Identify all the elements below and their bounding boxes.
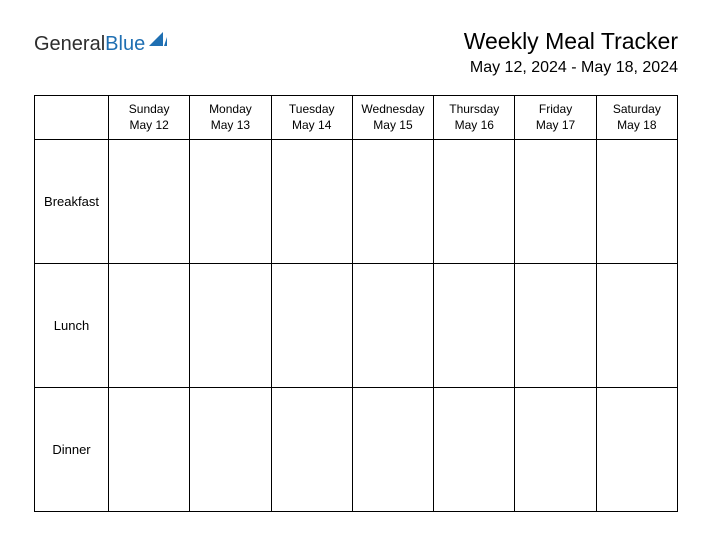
day-head-sunday: Sunday May 12 [109,96,190,140]
meal-cell[interactable] [352,264,433,388]
day-date: May 16 [436,118,512,134]
meal-cell[interactable] [596,264,677,388]
meal-label-breakfast: Breakfast [35,140,109,264]
meal-cell[interactable] [434,140,515,264]
meal-cell[interactable] [434,388,515,512]
day-name: Saturday [599,102,675,118]
meal-label-dinner: Dinner [35,388,109,512]
meal-cell[interactable] [596,140,677,264]
table-corner-cell [35,96,109,140]
day-head-monday: Monday May 13 [190,96,271,140]
day-name: Thursday [436,102,512,118]
meal-cell[interactable] [190,140,271,264]
page-title: Weekly Meal Tracker [464,28,678,55]
logo-word-2: Blue [105,33,145,55]
title-block: Weekly Meal Tracker May 12, 2024 - May 1… [464,28,678,77]
meal-cell[interactable] [352,140,433,264]
day-head-thursday: Thursday May 16 [434,96,515,140]
logo: GeneralBlue [34,34,167,54]
day-date: May 17 [517,118,593,134]
day-name: Wednesday [355,102,431,118]
page: GeneralBlue Weekly Meal Tracker May 12, … [0,0,712,550]
day-head-tuesday: Tuesday May 14 [271,96,352,140]
meal-cell[interactable] [190,264,271,388]
meal-cell[interactable] [515,264,596,388]
meal-cell[interactable] [352,388,433,512]
day-name: Monday [192,102,268,118]
day-date: May 13 [192,118,268,134]
day-name: Sunday [111,102,187,118]
date-range: May 12, 2024 - May 18, 2024 [464,59,678,77]
day-name: Tuesday [274,102,350,118]
day-head-saturday: Saturday May 18 [596,96,677,140]
day-date: May 18 [599,118,675,134]
table-row: Dinner [35,388,678,512]
day-name: Friday [517,102,593,118]
meal-label-lunch: Lunch [35,264,109,388]
sail-icon [149,32,167,46]
meal-cell[interactable] [271,264,352,388]
meal-cell[interactable] [515,140,596,264]
table-row: Lunch [35,264,678,388]
meal-cell[interactable] [515,388,596,512]
meal-cell[interactable] [190,388,271,512]
meal-cell[interactable] [596,388,677,512]
day-date: May 12 [111,118,187,134]
day-head-wednesday: Wednesday May 15 [352,96,433,140]
meal-cell[interactable] [434,264,515,388]
meal-cell[interactable] [109,140,190,264]
meal-tracker-table: Sunday May 12 Monday May 13 Tuesday May … [34,95,678,512]
logo-word-1: General [34,33,105,55]
meal-cell[interactable] [109,388,190,512]
meal-cell[interactable] [271,140,352,264]
meal-cell[interactable] [271,388,352,512]
table-header-row: Sunday May 12 Monday May 13 Tuesday May … [35,96,678,140]
day-date: May 14 [274,118,350,134]
header: GeneralBlue Weekly Meal Tracker May 12, … [34,28,678,77]
day-head-friday: Friday May 17 [515,96,596,140]
meal-cell[interactable] [109,264,190,388]
table-row: Breakfast [35,140,678,264]
day-date: May 15 [355,118,431,134]
